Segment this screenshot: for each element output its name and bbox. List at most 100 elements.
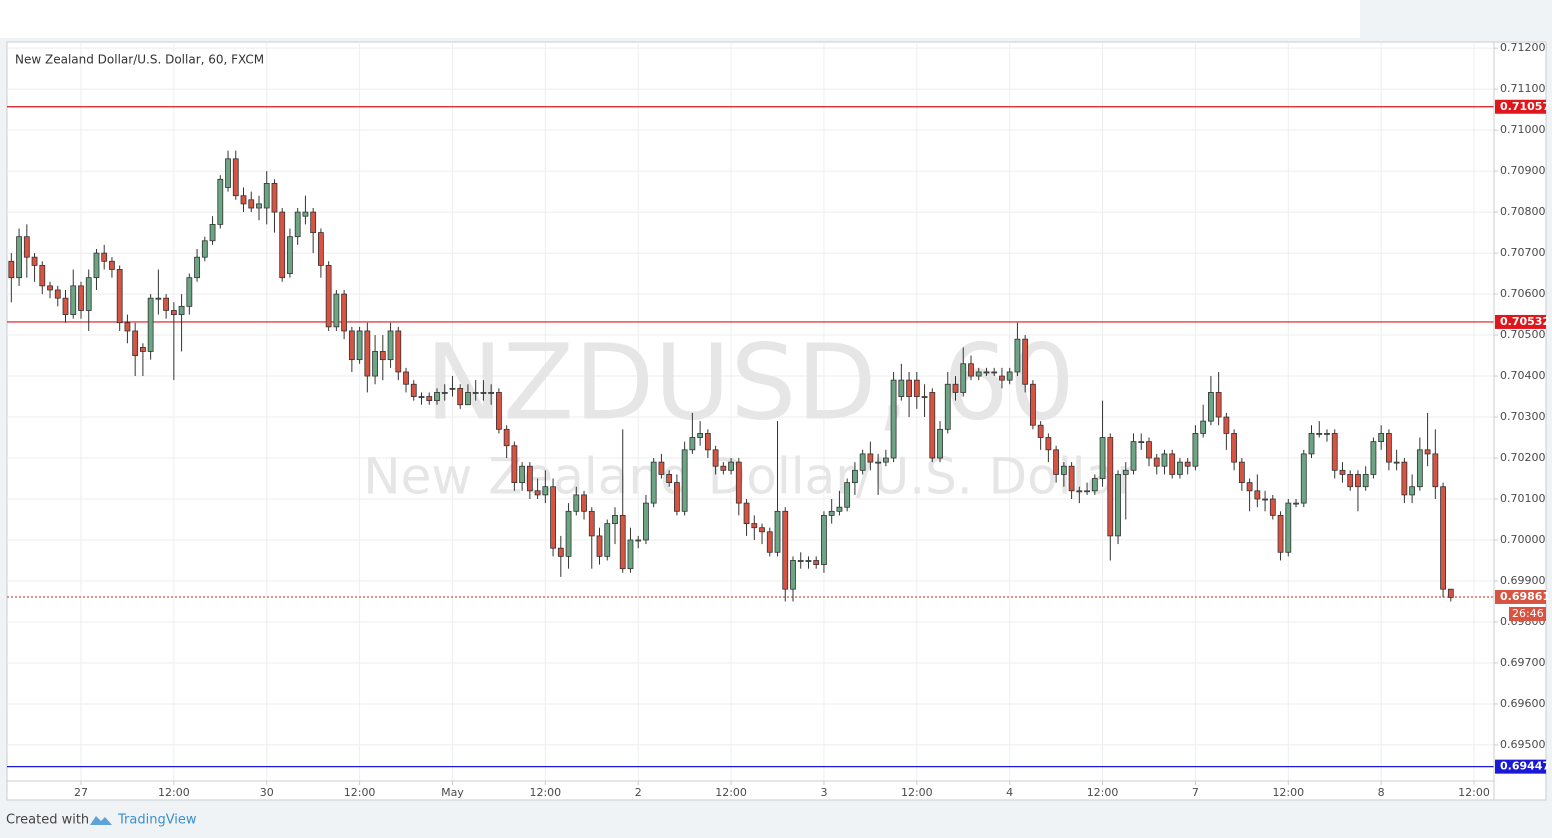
candle-body <box>124 322 131 332</box>
x-tick-label: 12:00 <box>1458 786 1490 799</box>
candle-body <box>70 285 77 315</box>
candle-body <box>643 502 649 541</box>
candle-body <box>588 510 595 537</box>
candle-body <box>952 383 959 393</box>
x-tick-label: 12:00 <box>344 786 376 799</box>
price-level-badge <box>1495 589 1546 604</box>
candle-body <box>697 433 704 438</box>
candle-body <box>968 363 974 377</box>
axes: 0.695000.696000.697000.698000.699000.700… <box>74 41 1550 799</box>
candle-body <box>542 486 549 496</box>
candle-body <box>1192 433 1199 467</box>
candle-body <box>1269 498 1276 516</box>
levels <box>7 106 1494 768</box>
candle-body <box>240 195 247 205</box>
candle-body <box>1153 457 1160 467</box>
candle-body <box>503 428 510 447</box>
candle-body <box>836 506 843 512</box>
candle-body <box>1285 502 1292 553</box>
candle-body <box>1393 461 1400 464</box>
candle-body <box>1099 437 1106 479</box>
x-tick-label: 4 <box>1006 786 1013 799</box>
candle-body <box>139 346 146 352</box>
candle-body <box>1030 383 1036 426</box>
countdown: 26:46 <box>1512 607 1544 620</box>
price-level-badge <box>1495 314 1546 329</box>
candle-body <box>248 199 255 209</box>
candle-body <box>317 232 324 266</box>
x-tick-label: May <box>441 786 464 799</box>
candle-body <box>410 383 417 397</box>
y-tick-label: 0.71200 <box>1500 41 1546 54</box>
candle-body <box>612 515 618 525</box>
candle-body <box>828 510 835 516</box>
tv-logo <box>90 816 112 825</box>
candle-body <box>573 494 580 512</box>
candle-body <box>170 310 177 315</box>
candle-body <box>1254 490 1261 500</box>
candle-body <box>1091 478 1098 492</box>
candle-body <box>852 469 858 484</box>
y-tick-label: 0.70600 <box>1500 287 1546 300</box>
candle-body <box>480 392 487 394</box>
y-tick-label: 0.71100 <box>1500 82 1546 95</box>
candle-body <box>1347 474 1354 488</box>
y-tick-label: 0.70700 <box>1500 246 1546 259</box>
candle-body <box>859 453 866 471</box>
candle-body <box>1060 465 1067 475</box>
candle-body <box>379 351 386 361</box>
candle-body <box>805 560 812 562</box>
candle-body <box>689 437 696 451</box>
candle-body <box>991 371 998 374</box>
y-tick-label: 0.69700 <box>1500 656 1546 669</box>
candle-body <box>944 383 951 430</box>
candle-body <box>395 330 402 373</box>
candle-body <box>209 223 216 242</box>
footer-brand[interactable]: TradingView <box>117 813 197 828</box>
footer-prefix: Created with <box>6 813 89 828</box>
candle-body <box>39 264 46 287</box>
candle-body <box>867 453 874 463</box>
candle-body <box>1238 461 1245 484</box>
candle-body <box>813 560 820 565</box>
candle-body <box>1331 433 1338 471</box>
candle-body <box>557 547 564 557</box>
candle-body <box>1362 474 1369 488</box>
candle-body <box>101 252 108 262</box>
candle-body <box>472 392 479 394</box>
countdown-badge <box>1509 606 1546 621</box>
x-tick-label: 12:00 <box>529 786 561 799</box>
candle-body <box>681 449 688 512</box>
candle-body <box>348 330 355 361</box>
candle-body <box>650 461 657 504</box>
y-tick-label: 0.69600 <box>1500 697 1546 710</box>
candle-body <box>735 461 742 504</box>
candle-body <box>728 461 734 471</box>
candle-body <box>186 277 193 307</box>
candle-body <box>596 535 603 557</box>
candle-body <box>496 392 502 430</box>
candle-body <box>921 396 928 398</box>
candle-body <box>8 260 15 279</box>
candle-body <box>178 305 185 315</box>
candle-body <box>1339 469 1346 475</box>
candle-body <box>341 293 348 332</box>
y-tick-label: 0.69500 <box>1500 738 1546 751</box>
y-tick-label: 0.70100 <box>1500 492 1546 505</box>
candle-body <box>1316 433 1323 435</box>
candle-body <box>658 461 665 475</box>
chart-title: New Zealand Dollar/U.S. Dollar, 60, FXCM <box>15 53 264 67</box>
candle-body <box>1184 461 1191 467</box>
x-tick-label: 7 <box>1192 786 1199 799</box>
candle-body <box>132 330 139 356</box>
price-level-label: 0.71057 <box>1500 100 1550 113</box>
candle-body <box>85 277 92 311</box>
candle-body <box>147 297 154 352</box>
candle-body <box>1200 420 1207 434</box>
candle-body <box>581 494 587 512</box>
candle-body <box>1223 416 1230 434</box>
candle-body <box>604 523 611 557</box>
candle-body <box>511 445 518 484</box>
candle-body <box>1401 461 1408 496</box>
